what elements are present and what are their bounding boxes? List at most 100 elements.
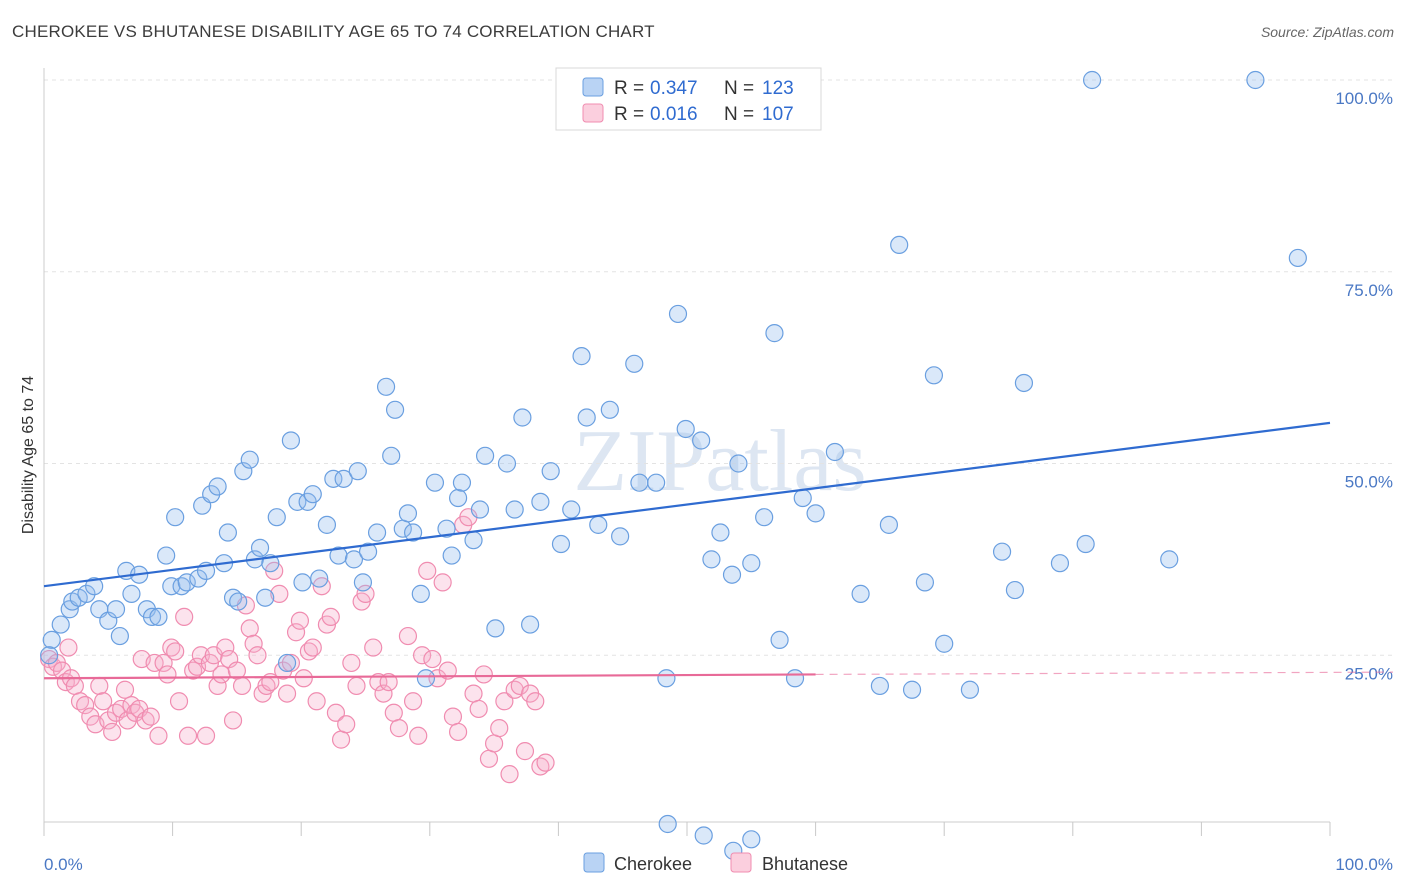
bhutanese-point (464, 684, 483, 703)
cherokee-point (729, 454, 748, 473)
cherokee-point (475, 446, 495, 465)
bhutanese-point (515, 742, 535, 761)
bhutanese-point (94, 692, 113, 711)
bhutanese-point (118, 711, 137, 730)
correlation-legend: R = 0.347 N = 123 R = 0.016 N = 107 (555, 67, 822, 131)
bhutanese-point (412, 646, 432, 665)
bhutanese-point (103, 722, 122, 742)
cherokee-point (1082, 70, 1102, 90)
cherokee-point (110, 626, 129, 646)
bhutanese-point (500, 765, 519, 784)
bhutanese-point (99, 711, 118, 730)
cherokee-point (1050, 554, 1070, 573)
bhutanese-point (286, 623, 306, 642)
bhutanese-point (369, 672, 388, 692)
bhutanese-point (331, 730, 351, 749)
cherokee-point (562, 500, 581, 519)
cherokee-point (40, 646, 59, 665)
bhutanese-point (479, 749, 499, 768)
bhutanese-point (175, 607, 194, 627)
chart-title: CHEROKEE VS BHUTANESE DISABILITY AGE 65 … (12, 22, 655, 41)
cherokee-point (806, 504, 825, 523)
cherokee-point (1076, 534, 1095, 554)
bhutanese-point (469, 699, 488, 719)
bhutanese-point (294, 669, 313, 688)
bhutanese-point (443, 707, 463, 726)
bhutanese-swatch-icon (582, 103, 604, 123)
y-tick-label: 25.0% (1345, 664, 1393, 683)
cherokee-point (589, 515, 608, 534)
bhutanese-point (223, 711, 243, 730)
bhutanese-point (270, 584, 289, 603)
cherokee-point (416, 669, 436, 688)
cherokee-point (630, 473, 649, 492)
bhutanese-trendline (43, 673, 816, 680)
cherokee-point (77, 584, 96, 603)
x-axis-ticks (43, 822, 1331, 836)
cherokee-point (694, 826, 713, 845)
cherokee-point (657, 669, 676, 688)
cherokee-point (317, 515, 337, 534)
cherokee-point (240, 450, 259, 469)
bhutanese-point (495, 692, 514, 711)
cherokee-point (166, 508, 185, 527)
bhutanese-point (433, 573, 452, 592)
cherokee-point (658, 814, 677, 834)
gridlines (44, 79, 1393, 656)
cherokee-point (267, 508, 286, 527)
bhutanese-point (59, 638, 78, 657)
cherokee-point (935, 634, 954, 653)
legend-bhutanese-label: Bhutanese (762, 854, 848, 874)
bhutanese-point (364, 638, 383, 657)
bhutanese-point (438, 661, 457, 680)
cherokee-point (879, 515, 899, 534)
cherokee-point (122, 584, 141, 603)
cherokee-point (353, 573, 373, 592)
bhutanese-point (196, 726, 216, 745)
cherokee-points (40, 70, 1307, 860)
bhutanese-point (342, 653, 361, 673)
cherokee-point (486, 619, 505, 638)
bhutanese-point (178, 726, 198, 745)
cherokee-point (51, 615, 70, 634)
cherokee-point (676, 419, 695, 439)
cherokee-point (1005, 580, 1025, 600)
bhutanese-point (281, 653, 301, 673)
cherokee-point (324, 469, 343, 488)
bhutanese-point (485, 734, 504, 753)
bhutanese-point (321, 607, 340, 627)
cherokee-point (385, 400, 405, 419)
cherokee-point (1160, 550, 1179, 569)
legend-n-label-cherokee: N = (724, 78, 754, 99)
cherokee-point (902, 680, 922, 699)
bhutanese-point (423, 649, 442, 669)
cherokee-point (915, 573, 935, 592)
cherokee-point (334, 469, 353, 488)
legend-r-label-cherokee: R = (614, 78, 644, 99)
bhutanese-point (158, 665, 177, 684)
cherokee-point (234, 462, 253, 481)
legend-n-value-bhutanese: 107 (762, 104, 794, 125)
cherokee-point (793, 488, 812, 508)
bhutanese-point (166, 642, 185, 661)
cherokee-point (442, 546, 461, 565)
cherokee-point (572, 347, 591, 366)
cherokee-point (770, 630, 789, 650)
bhutanese-point (149, 726, 168, 745)
bhutanese-point (337, 715, 356, 734)
cherokee-point (742, 554, 761, 573)
bhutanese-point (76, 696, 95, 715)
bhutanese-point (248, 646, 267, 665)
cherokee-point (281, 431, 301, 450)
cherokee-point (992, 542, 1012, 561)
bhutanese-point (374, 684, 393, 703)
bhutanese-point (277, 684, 297, 703)
cherokee-point (177, 573, 196, 592)
cherokee-point (208, 477, 227, 496)
bhutanese-point (347, 676, 366, 696)
bhutanese-point (384, 703, 403, 722)
cherokee-point (722, 565, 742, 584)
cherokee-point (142, 607, 162, 627)
trendlines (43, 421, 1394, 680)
bhutanese-point (212, 665, 231, 684)
